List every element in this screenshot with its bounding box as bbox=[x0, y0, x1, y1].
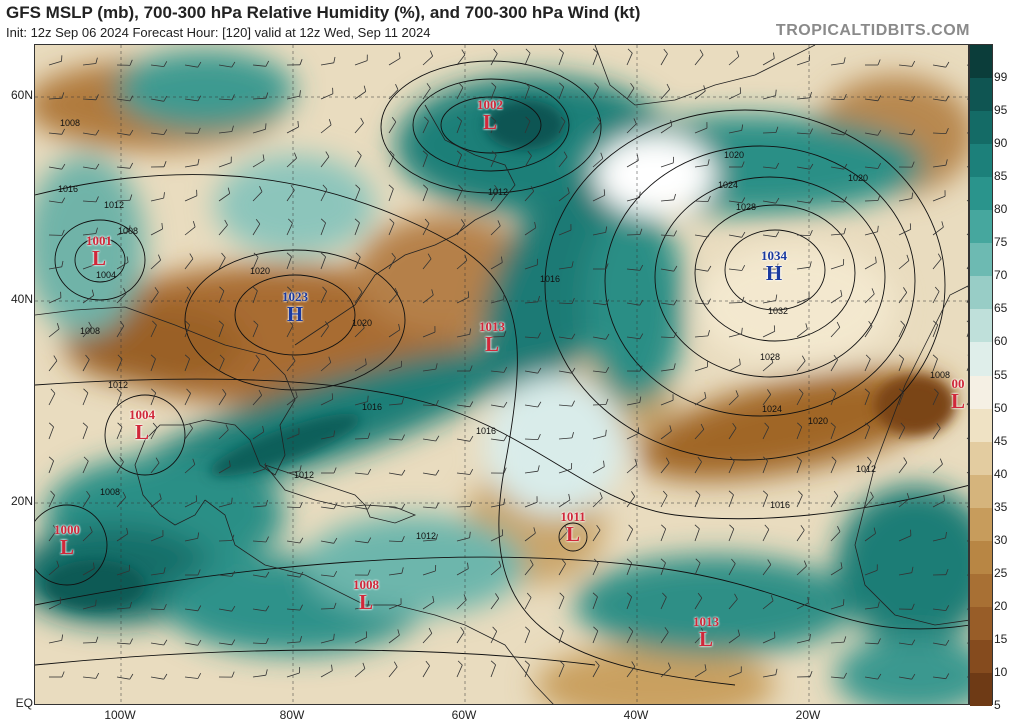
isobar-label: 1028 bbox=[760, 352, 781, 362]
colorbar-segment bbox=[970, 276, 992, 310]
colorbar-segment bbox=[970, 45, 992, 79]
colorbar-segment bbox=[970, 342, 992, 376]
isobar-label: 1024 bbox=[718, 180, 739, 190]
colorbar-segment bbox=[970, 507, 992, 542]
colorbar-segment bbox=[970, 375, 992, 410]
colorbar-label: 90 bbox=[994, 136, 1008, 151]
colorbar-segment bbox=[970, 639, 992, 674]
colorbar-segment bbox=[970, 606, 992, 641]
humidity-shading bbox=[35, 50, 968, 704]
isobar-label: 1008 bbox=[100, 487, 121, 497]
isobar-label: 1004 bbox=[96, 270, 117, 280]
colorbar-segment bbox=[970, 309, 992, 343]
colorbar-label: 40 bbox=[994, 466, 1008, 481]
colorbar-segment bbox=[970, 144, 992, 178]
lat-label: EQ bbox=[15, 696, 33, 710]
isobar-label: 1020 bbox=[724, 150, 745, 160]
colorbar-label: 80 bbox=[994, 202, 1008, 217]
colorbar-label: 85 bbox=[994, 169, 1008, 184]
isobar-label: 1016 bbox=[476, 426, 497, 436]
colorbar-segment bbox=[970, 672, 992, 707]
colorbar-segment bbox=[970, 210, 992, 244]
colorbar-segment bbox=[970, 78, 992, 112]
lon-label: 20W bbox=[795, 708, 821, 722]
colorbar-label: 99 bbox=[994, 70, 1008, 85]
chart-subtitle: Init: 12z Sep 06 2024 Forecast Hour: [12… bbox=[6, 25, 431, 40]
lon-label: 60W bbox=[451, 708, 477, 722]
isobar-label: 1008 bbox=[60, 118, 81, 128]
colorbar-label: 15 bbox=[994, 631, 1008, 646]
isobar-label: 1012 bbox=[488, 187, 509, 197]
isobar-label: 1028 bbox=[736, 202, 757, 212]
colorbar-segment bbox=[970, 474, 992, 509]
colorbar-segment bbox=[970, 441, 992, 476]
colorbar-label: 10 bbox=[994, 664, 1008, 679]
isobar-label: 1020 bbox=[352, 318, 373, 328]
lon-label: 100W bbox=[104, 708, 136, 722]
colorbar-label: 35 bbox=[994, 499, 1008, 514]
isobar-label: 1012 bbox=[104, 200, 125, 210]
colorbar-label: 5 bbox=[994, 698, 1001, 712]
isobar-label: 1008 bbox=[80, 326, 101, 336]
colorbar-segment bbox=[970, 243, 992, 277]
isobar-label: 1024 bbox=[762, 404, 783, 414]
isobar-label: 1016 bbox=[58, 184, 79, 194]
isobar-label: 1020 bbox=[808, 416, 829, 426]
isobar-label: 1008 bbox=[118, 226, 139, 236]
colorbar bbox=[969, 44, 993, 707]
colorbar-label: 60 bbox=[994, 334, 1008, 349]
isobars bbox=[35, 60, 968, 686]
isobar-label: 1016 bbox=[362, 402, 383, 412]
wind-barbs bbox=[48, 48, 968, 680]
colorbar-label: 30 bbox=[994, 532, 1008, 547]
lat-label: 20N bbox=[10, 494, 33, 508]
isobar-label: 1016 bbox=[540, 274, 561, 284]
isobar-label: 1020 bbox=[848, 173, 869, 183]
brand-watermark: TROPICALTIDBITS.COM bbox=[775, 22, 970, 39]
lat-label: 40N bbox=[10, 292, 33, 306]
colorbar-segment bbox=[970, 540, 992, 575]
isobar-label: 1012 bbox=[416, 531, 437, 541]
isobar-label: 1032 bbox=[768, 306, 789, 316]
isobar-label: 1020 bbox=[250, 266, 271, 276]
rh-field-map bbox=[35, 45, 968, 704]
colorbar-label: 25 bbox=[994, 565, 1008, 580]
colorbar-segment bbox=[970, 177, 992, 211]
colorbar-label: 70 bbox=[994, 268, 1008, 283]
colorbar-label: 55 bbox=[994, 367, 1008, 382]
lon-label: 80W bbox=[279, 708, 305, 722]
lat-label: 60N bbox=[10, 88, 33, 102]
colorbar-label: 75 bbox=[994, 235, 1008, 250]
colorbar-label: 95 bbox=[994, 103, 1008, 118]
isobar-label: 1008 bbox=[930, 370, 951, 380]
colorbar-segment bbox=[970, 573, 992, 608]
colorbar-segment bbox=[970, 111, 992, 145]
lon-label: 40W bbox=[623, 708, 649, 722]
map-panel[interactable] bbox=[34, 44, 969, 705]
isobar-label: 1012 bbox=[108, 380, 129, 390]
graticule bbox=[35, 45, 968, 704]
isobar-label: 1012 bbox=[294, 470, 315, 480]
colorbar-segment bbox=[970, 408, 992, 443]
isobar-label: 1012 bbox=[856, 464, 877, 474]
colorbar-label: 50 bbox=[994, 400, 1008, 415]
colorbar-label: 20 bbox=[994, 598, 1008, 613]
colorbar-label: 45 bbox=[994, 433, 1008, 448]
isobar-label: 1016 bbox=[770, 500, 791, 510]
colorbar-label: 65 bbox=[994, 301, 1008, 316]
chart-title: GFS MSLP (mb), 700-300 hPa Relative Humi… bbox=[6, 3, 641, 22]
